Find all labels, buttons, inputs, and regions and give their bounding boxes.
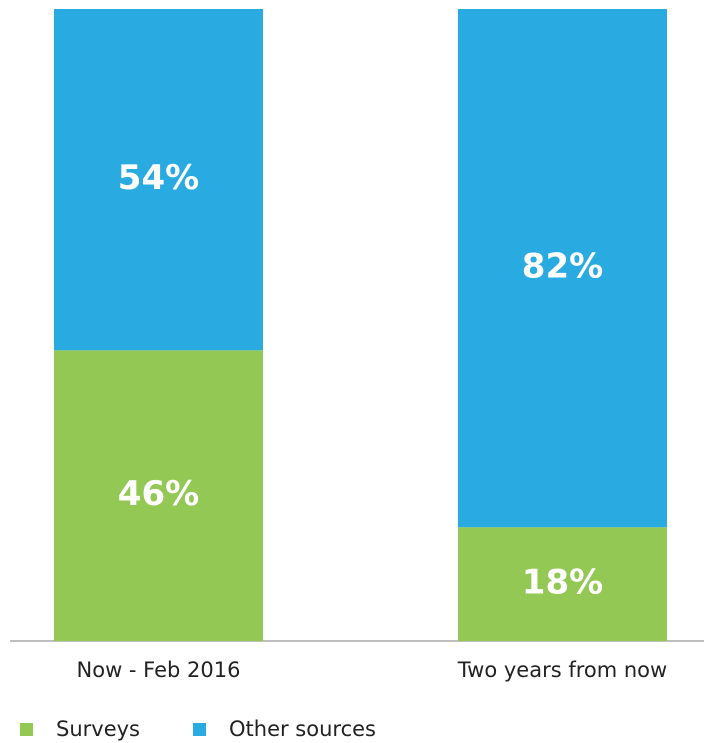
value-label: 18% xyxy=(522,563,603,603)
bar-segment xyxy=(458,527,667,641)
value-label: 54% xyxy=(118,158,199,198)
legend-swatch xyxy=(193,723,206,736)
x-tick-label: Two years from now xyxy=(457,658,667,682)
x-tick-label: Now - Feb 2016 xyxy=(77,658,241,682)
value-label: 46% xyxy=(118,474,199,514)
legend-swatch xyxy=(20,723,33,736)
bar-segment xyxy=(54,350,263,641)
legend-label: Surveys xyxy=(56,717,140,741)
value-label: 82% xyxy=(522,247,603,287)
bar-segment xyxy=(54,9,263,351)
legend-label: Other sources xyxy=(229,717,376,741)
bar-segment xyxy=(458,9,667,528)
